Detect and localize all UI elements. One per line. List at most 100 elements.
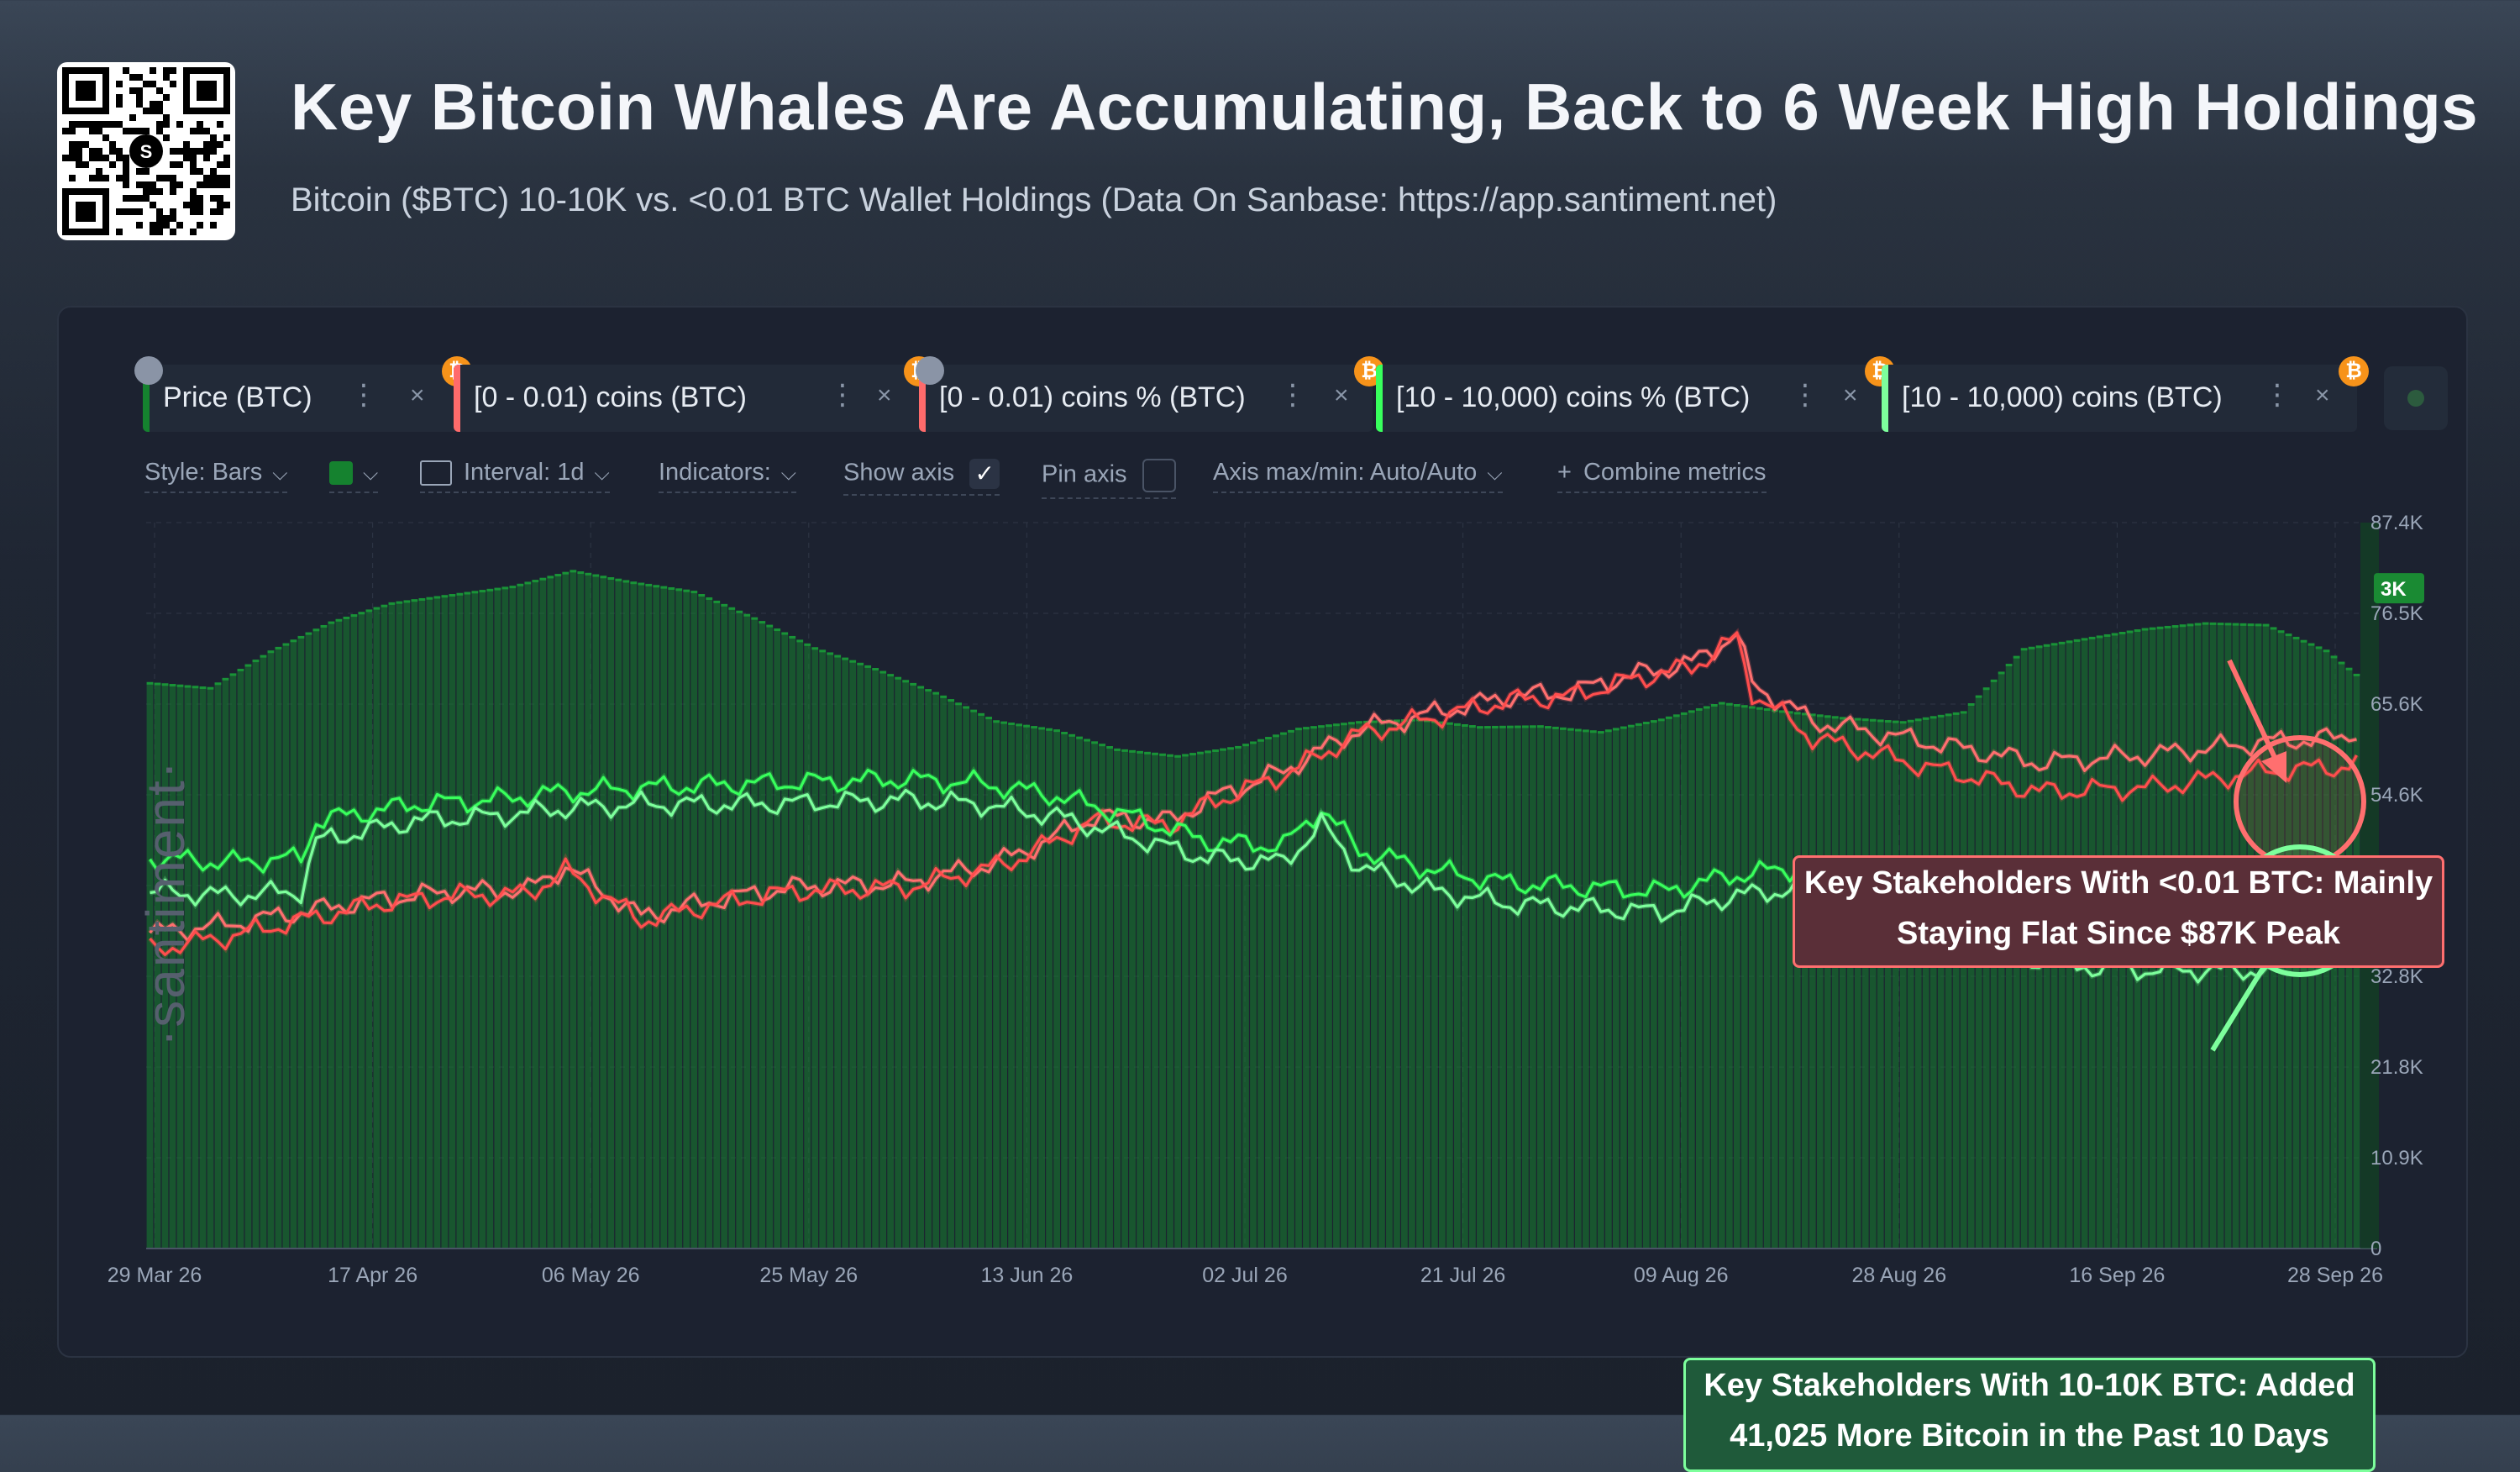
qr-module <box>156 229 163 235</box>
price-bar-cap <box>365 609 373 612</box>
price-bar-cap <box>2255 623 2262 627</box>
metric-close-icon[interactable]: × <box>410 381 425 409</box>
metric-close-icon[interactable]: × <box>1334 381 1349 409</box>
qr-module <box>156 101 163 108</box>
price-bar <box>834 655 842 1249</box>
price-bar <box>154 682 161 1249</box>
qr-module <box>123 155 129 161</box>
price-bar <box>1756 707 1763 1249</box>
metric-menu-icon[interactable]: ⋮ <box>1278 379 1307 411</box>
x-tick-label: 16 Sep 26 <box>2069 1264 2165 1287</box>
metric-color-bar <box>143 365 150 432</box>
bitcoin-icon: ₿ <box>2339 356 2369 386</box>
metric-chip-price[interactable]: Price (BTC) ⋮ × ₿ <box>134 356 472 432</box>
y-tick-label: 76.5K <box>2370 602 2423 625</box>
price-bar-cap <box>1333 723 1340 727</box>
annotation-line: Staying Flat Since $87K Peak <box>1896 916 2340 951</box>
price-bar-cap <box>1182 754 1189 757</box>
price-bar-cap <box>1046 728 1053 731</box>
qr-module <box>190 155 197 161</box>
price-bar <box>1068 733 1075 1249</box>
qr-module <box>163 94 170 101</box>
qr-module <box>156 87 163 94</box>
pin-axis-toggle[interactable]: Pin axis <box>1042 459 1176 499</box>
price-bar-cap <box>275 646 282 649</box>
price-bar-cap <box>358 612 365 615</box>
arrow-red <box>2227 659 2279 763</box>
price-bar-cap <box>1574 728 1582 732</box>
price-bar <box>1869 718 1877 1249</box>
price-bar-cap <box>388 602 396 605</box>
metric-chip-small-wallets[interactable]: [0 - 0.01) coins (BTC) ⋮ × ₿ <box>454 356 934 432</box>
price-bar <box>1446 722 1453 1249</box>
price-bar <box>1114 748 1121 1249</box>
price-bar-cap <box>1152 752 1158 755</box>
qr-module <box>143 195 150 202</box>
color-select[interactable]: ⌵ <box>329 459 379 493</box>
price-bar <box>879 670 887 1249</box>
pin-axis-label: Pin axis <box>1042 460 1127 488</box>
pin-axis-checkbox[interactable] <box>1142 459 1176 492</box>
qr-module <box>116 229 123 235</box>
price-bar-cap <box>1189 753 1196 756</box>
price-bar <box>759 621 766 1249</box>
style-select[interactable]: Style: Bars ⌵ <box>144 459 288 493</box>
price-bar <box>396 601 403 1249</box>
price-bar <box>1506 725 1514 1249</box>
price-bar-cap <box>2345 667 2353 670</box>
price-bar-cap <box>1462 723 1468 727</box>
price-bar-cap <box>978 712 985 716</box>
price-bar <box>1061 731 1068 1249</box>
show-axis-toggle[interactable]: Show axis ✓ <box>843 459 1000 496</box>
price-bar <box>449 594 456 1249</box>
price-bar-cap <box>1839 717 1846 720</box>
y-tick-label: 10.9K <box>2370 1147 2423 1170</box>
metric-close-icon[interactable]: × <box>877 381 892 409</box>
metric-menu-icon[interactable]: ⋮ <box>1791 379 1819 411</box>
price-bar <box>1386 719 1393 1249</box>
qr-module <box>170 175 176 181</box>
price-bar-cap <box>1159 753 1166 756</box>
price-bar-cap <box>804 643 811 646</box>
price-bar-cap <box>1793 712 1801 715</box>
price-bar-cap <box>1809 713 1816 717</box>
axis-minmax-label: Axis max/min: Auto/Auto <box>1213 459 1478 486</box>
price-bar <box>1288 729 1294 1249</box>
interval-select[interactable]: Interval: 1d ⌵ <box>420 459 610 493</box>
price-bar-cap <box>2224 623 2232 626</box>
metric-chip-small-wallets-pct[interactable]: [0 - 0.01) coins % (BTC) ⋮ × ₿ <box>916 356 1384 432</box>
price-bar-cap <box>2035 645 2043 649</box>
metric-chip-whales-pct[interactable]: [10 - 10,000) coins % (BTC) ⋮ × ₿ <box>1376 356 1895 432</box>
price-bar <box>539 577 547 1249</box>
price-bar-cap <box>2353 673 2360 676</box>
price-bar <box>161 683 169 1249</box>
combine-metrics-button[interactable]: + Combine metrics <box>1557 459 1767 493</box>
metric-menu-icon[interactable]: ⋮ <box>828 379 857 411</box>
y-tick-label: 0 <box>2370 1238 2381 1260</box>
price-bar <box>1016 723 1023 1249</box>
indicators-select[interactable]: Indicators: ⌵ <box>659 459 796 493</box>
price-bar <box>1982 687 1990 1249</box>
live-indicator-button[interactable] <box>2384 366 2448 430</box>
qr-module <box>69 121 76 128</box>
qr-module <box>163 121 170 128</box>
qr-module <box>156 175 163 181</box>
price-bar-cap <box>2164 625 2171 628</box>
axis-minmax-select[interactable]: Axis max/min: Auto/Auto ⌵ <box>1213 459 1503 493</box>
metric-chip-whales[interactable]: [10 - 10,000) coins (BTC) ⋮ × ₿ <box>1882 356 2369 432</box>
price-bar <box>1424 719 1431 1249</box>
qr-module <box>197 195 203 202</box>
metric-close-icon[interactable]: × <box>1843 381 1858 409</box>
show-axis-checkbox[interactable]: ✓ <box>969 459 1000 489</box>
price-bar <box>577 571 585 1249</box>
price-bar-cap <box>849 660 857 663</box>
qr-module <box>69 148 76 155</box>
metric-menu-icon[interactable]: ⋮ <box>349 379 378 411</box>
qr-module <box>217 161 223 168</box>
metric-close-icon[interactable]: × <box>2315 381 2330 409</box>
annotation-line: 41,025 More Bitcoin in the Past 10 Days <box>1730 1418 2329 1454</box>
price-bar-cap <box>622 580 630 583</box>
price-bar <box>917 686 925 1249</box>
metric-menu-icon[interactable]: ⋮ <box>2263 379 2292 411</box>
price-bar <box>547 576 554 1249</box>
